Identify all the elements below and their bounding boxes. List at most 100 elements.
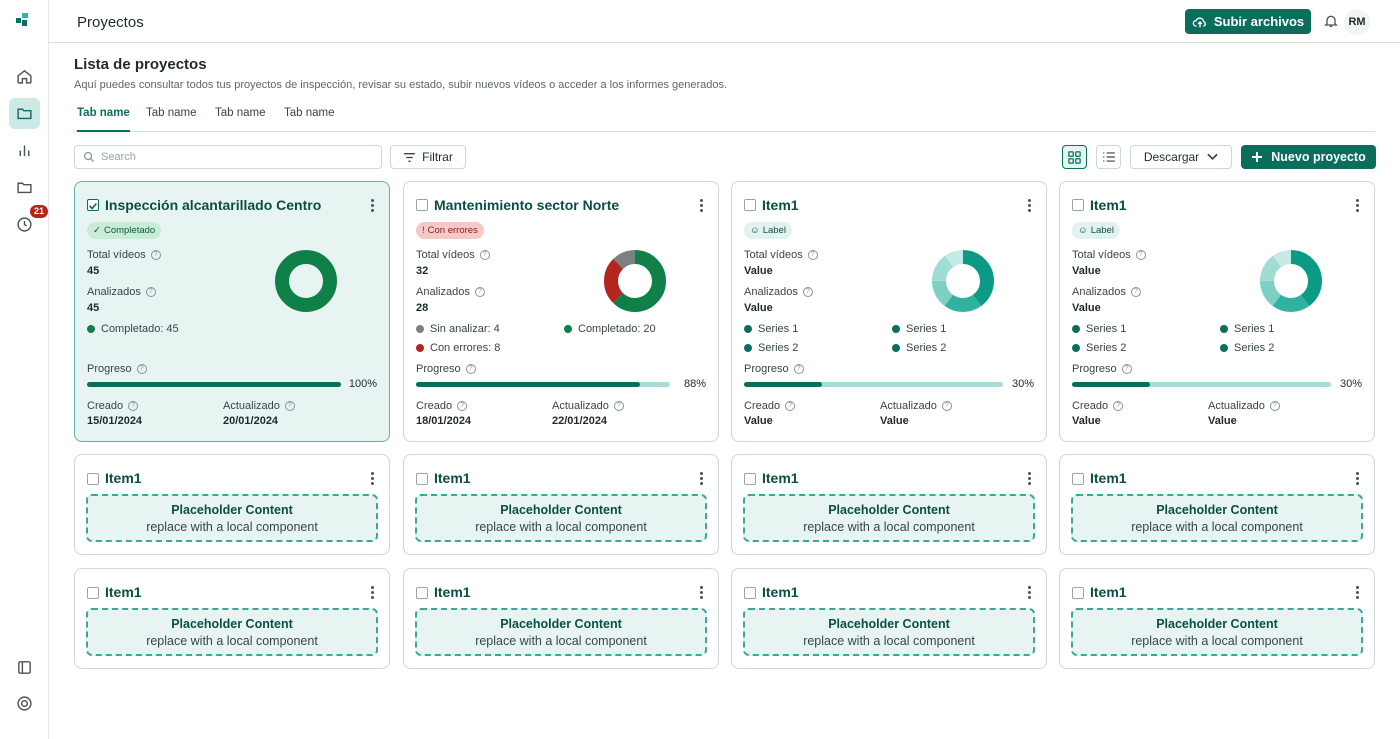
search-input[interactable] (101, 151, 361, 163)
card-title[interactable]: Item1 (105, 470, 142, 486)
avatar[interactable]: RM (1344, 9, 1370, 35)
folder-icon[interactable] (9, 172, 40, 203)
help-icon[interactable]: ? (613, 401, 624, 411)
placeholder-card[interactable]: Item1 Placeholder Content replace with a… (1059, 454, 1375, 555)
legend-item: Series 1 (1072, 323, 1126, 335)
grid-view-button[interactable] (1062, 145, 1087, 169)
card-title[interactable]: Inspección alcantarillado Centro (105, 197, 322, 213)
card-title[interactable]: Item1 (434, 470, 471, 486)
card-checkbox[interactable] (1072, 587, 1084, 599)
project-card[interactable]: Item1 ☺ Label Total vídeos? Value Analiza… (1059, 181, 1375, 442)
card-title[interactable]: Item1 (434, 584, 471, 600)
status-label: Label (762, 225, 786, 236)
more-options-icon[interactable] (371, 199, 375, 214)
placeholder-card[interactable]: Item1 Placeholder Content replace with a… (74, 454, 390, 555)
tab-4[interactable]: Tab name (284, 107, 335, 119)
help-icon[interactable]: ? (457, 401, 468, 411)
help-lifebuoy-icon[interactable] (9, 688, 40, 719)
card-title[interactable]: Item1 (762, 584, 799, 600)
download-dropdown[interactable]: Descargar (1130, 145, 1232, 169)
help-icon[interactable]: ? (128, 401, 139, 411)
help-icon[interactable]: ? (1121, 364, 1132, 374)
placeholder-card[interactable]: Item1 Placeholder Content replace with a… (403, 454, 719, 555)
card-title[interactable]: Item1 (762, 197, 799, 213)
home-icon[interactable] (9, 61, 40, 92)
placeholder-card[interactable]: Item1 Placeholder Content replace with a… (403, 568, 719, 669)
placeholder-card[interactable]: Item1 Placeholder Content replace with a… (74, 568, 390, 669)
help-icon[interactable]: ? (793, 364, 804, 374)
filter-button[interactable]: Filtrar (390, 145, 466, 169)
more-options-icon[interactable] (371, 586, 375, 601)
help-icon[interactable]: ? (1113, 401, 1124, 411)
help-icon[interactable]: ? (284, 401, 295, 411)
card-checkbox[interactable] (744, 473, 756, 485)
projects-folder-icon[interactable] (9, 98, 40, 129)
help-icon[interactable]: ? (465, 364, 476, 374)
help-icon[interactable]: ? (479, 250, 490, 260)
more-options-icon[interactable] (371, 472, 375, 487)
created-label: Creado? (87, 400, 139, 412)
more-options-icon[interactable] (1028, 586, 1032, 601)
project-card[interactable]: Inspección alcantarillado Centro ✓ Comple… (74, 181, 390, 442)
help-icon[interactable]: ? (1135, 250, 1146, 260)
list-view-button[interactable] (1096, 145, 1121, 169)
card-checkbox[interactable] (87, 587, 99, 599)
history-icon[interactable]: 21 (9, 205, 49, 240)
collapse-sidebar-icon[interactable] (9, 652, 40, 683)
placeholder-content: Placeholder Content replace with a local… (415, 608, 707, 656)
search-box (74, 145, 382, 169)
placeholder-card[interactable]: Item1 Placeholder Content replace with a… (731, 454, 1047, 555)
card-checkbox[interactable] (87, 473, 99, 485)
analyzed-value: Value (744, 302, 773, 314)
bell-icon[interactable] (1323, 13, 1339, 29)
more-options-icon[interactable] (1356, 586, 1360, 601)
more-options-icon[interactable] (1356, 199, 1360, 214)
placeholder-card[interactable]: Item1 Placeholder Content replace with a… (731, 568, 1047, 669)
help-icon[interactable]: ? (941, 401, 952, 411)
help-icon[interactable]: ? (136, 364, 147, 374)
new-project-button[interactable]: Nuevo proyecto (1241, 145, 1376, 169)
card-title[interactable]: Item1 (762, 470, 799, 486)
help-icon[interactable]: ? (474, 287, 485, 297)
chart-icon[interactable] (9, 135, 40, 166)
help-icon[interactable]: ? (1130, 287, 1141, 297)
card-checkbox[interactable] (744, 587, 756, 599)
card-title[interactable]: Mantenimiento sector Norte (434, 197, 620, 213)
more-options-icon[interactable] (700, 586, 704, 601)
tab-2[interactable]: Tab name (146, 107, 197, 119)
more-options-icon[interactable] (1028, 199, 1032, 214)
more-options-icon[interactable] (1028, 472, 1032, 487)
card-checkbox[interactable] (744, 199, 756, 211)
download-label: Descargar (1143, 150, 1200, 164)
placeholder-content: Placeholder Content replace with a local… (1071, 608, 1363, 656)
more-options-icon[interactable] (700, 472, 704, 487)
more-options-icon[interactable] (700, 199, 704, 214)
progress-label: Progreso? (416, 363, 476, 375)
card-checkbox[interactable] (416, 199, 428, 211)
card-title[interactable]: Item1 (1090, 470, 1127, 486)
tab-3[interactable]: Tab name (215, 107, 266, 119)
help-icon[interactable]: ? (1269, 401, 1280, 411)
legend-dot (744, 325, 752, 333)
upload-files-button[interactable]: Subir archivos (1185, 9, 1311, 34)
card-checkbox[interactable] (416, 473, 428, 485)
card-title[interactable]: Item1 (105, 584, 142, 600)
card-title[interactable]: Item1 (1090, 197, 1127, 213)
help-icon[interactable]: ? (802, 287, 813, 297)
placeholder-card[interactable]: Item1 Placeholder Content replace with a… (1059, 568, 1375, 669)
placeholder-title: Placeholder Content (1156, 616, 1278, 631)
help-icon[interactable]: ? (150, 250, 161, 260)
card-title[interactable]: Item1 (1090, 584, 1127, 600)
more-options-icon[interactable] (1356, 472, 1360, 487)
card-checkbox[interactable] (416, 587, 428, 599)
project-card[interactable]: Item1 ☺ Label Total vídeos? Value Analiza… (731, 181, 1047, 442)
help-icon[interactable]: ? (145, 287, 156, 297)
help-icon[interactable]: ? (807, 250, 818, 260)
app-logo[interactable] (16, 13, 34, 29)
card-checkbox[interactable] (1072, 473, 1084, 485)
project-card[interactable]: Mantenimiento sector Norte ! Con errores … (403, 181, 719, 442)
help-icon[interactable]: ? (785, 401, 796, 411)
card-checkbox[interactable] (1072, 199, 1084, 211)
card-checkbox[interactable] (87, 199, 99, 211)
tab-1[interactable]: Tab name (77, 107, 130, 132)
